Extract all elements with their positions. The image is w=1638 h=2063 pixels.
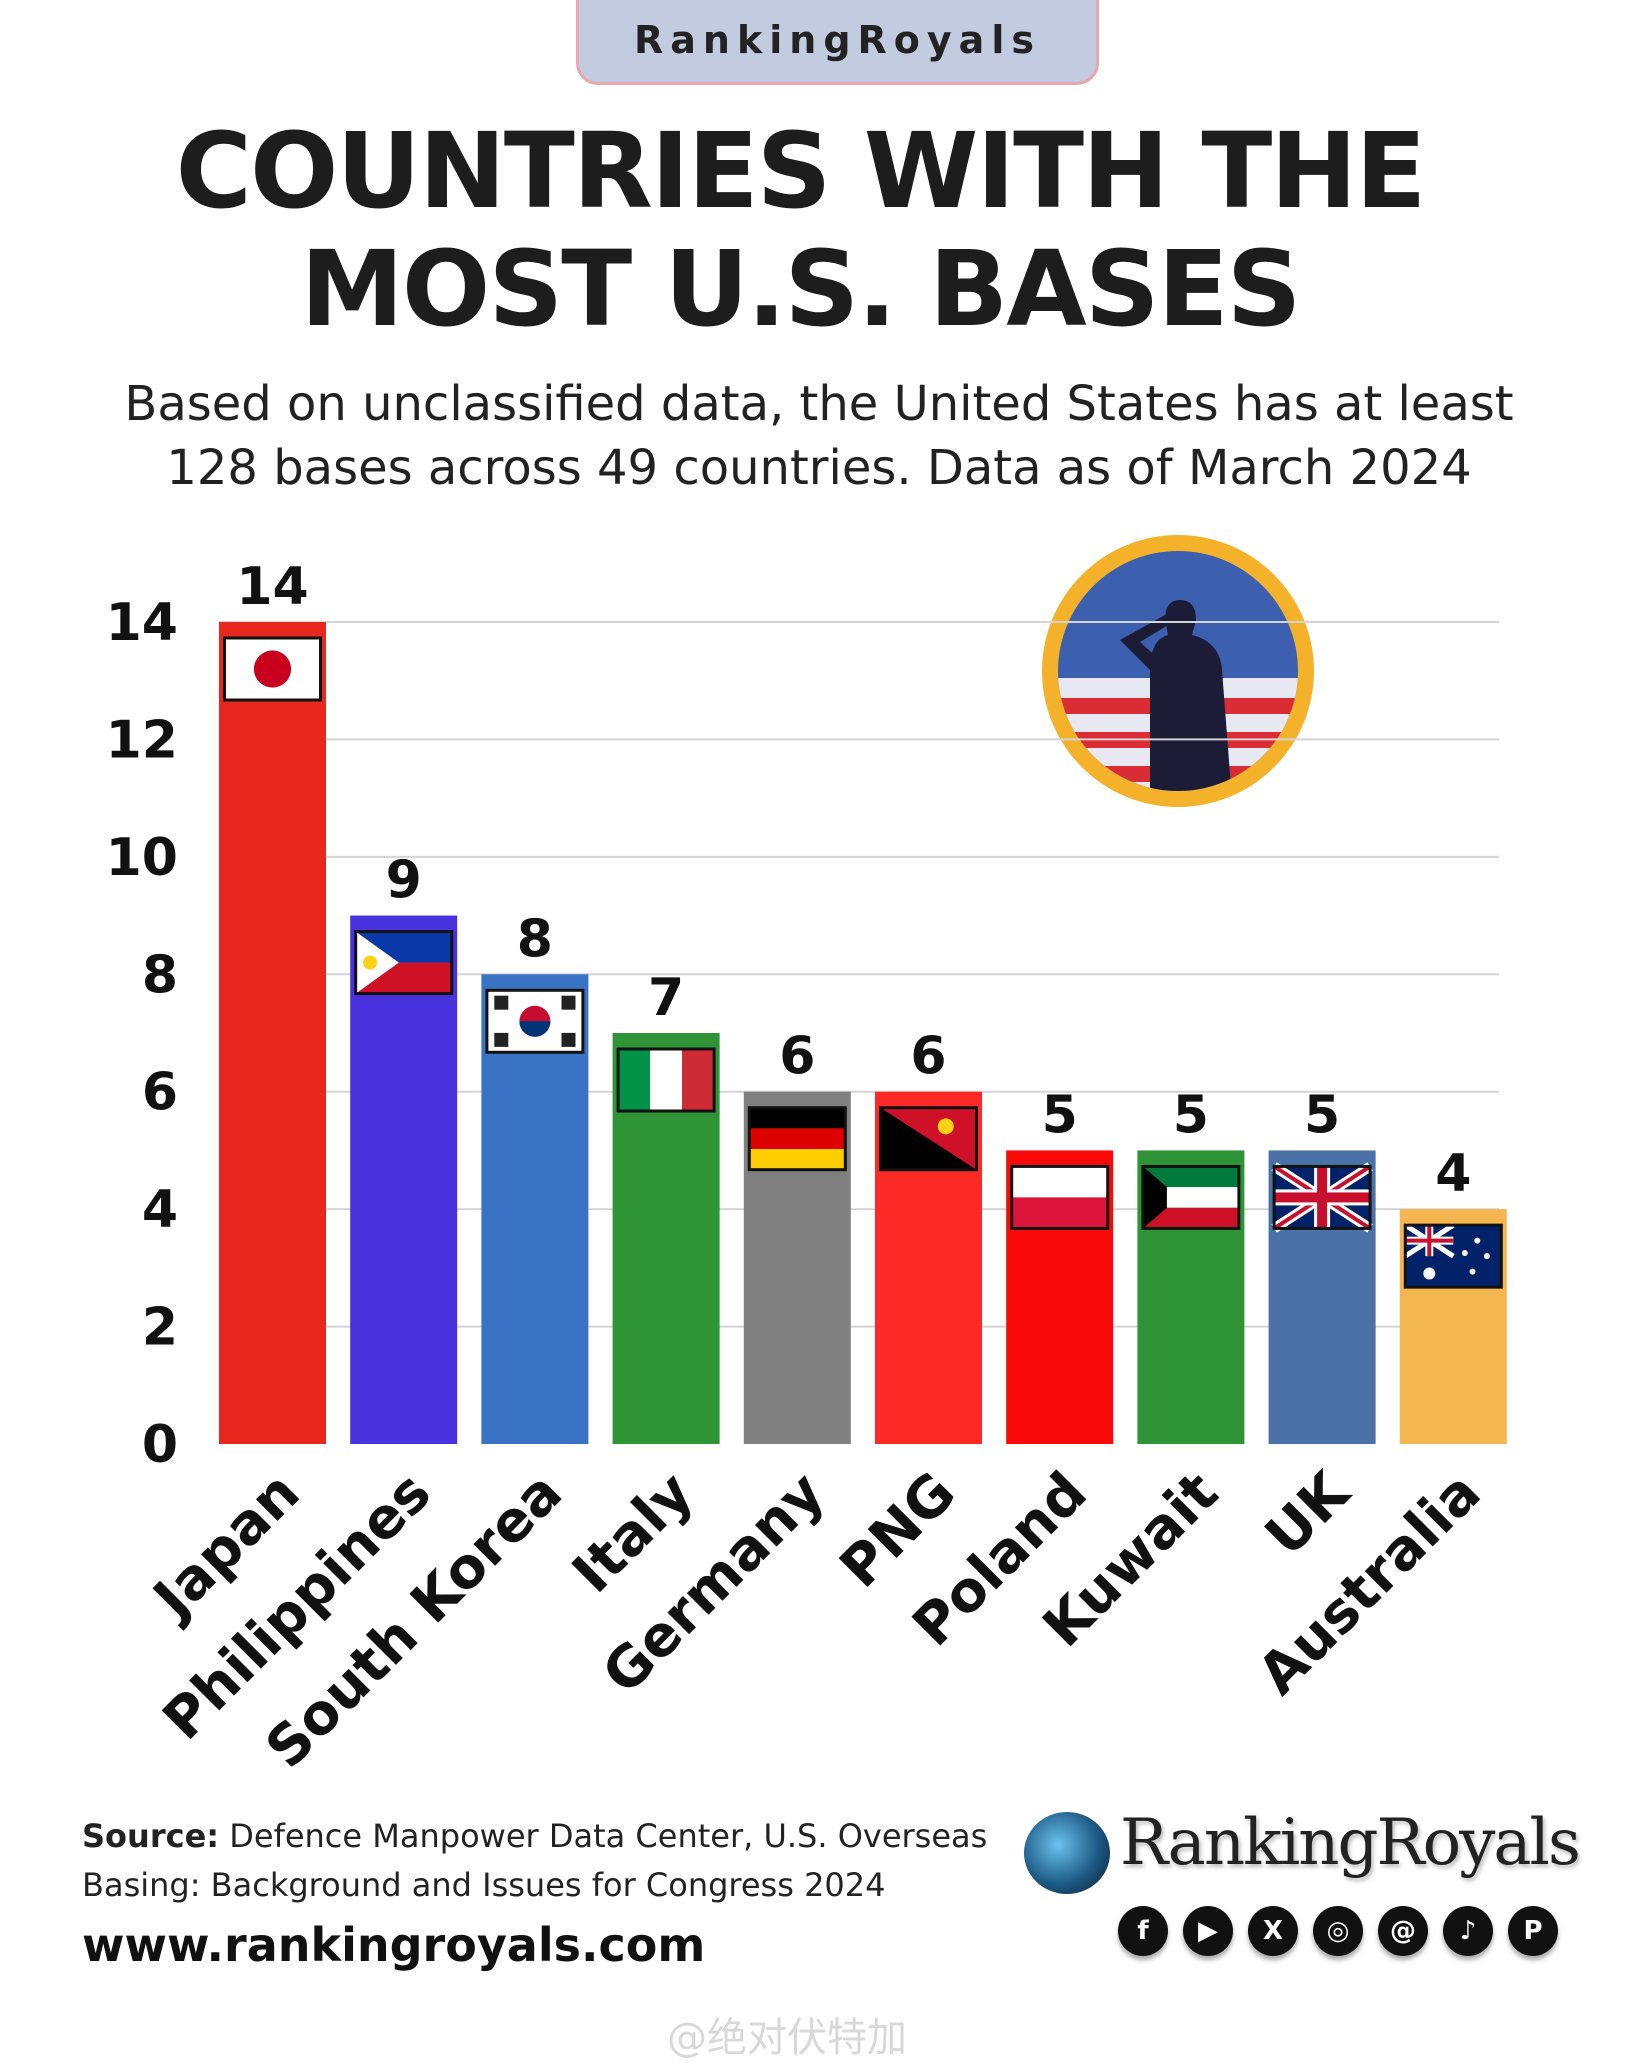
- title-line-2: MOST U.S. BASES: [300, 228, 1301, 350]
- united-kingdom-flag-icon: [1271, 1162, 1373, 1233]
- data-label: 5: [1042, 1085, 1078, 1145]
- x-tick-label: UK: [1253, 1458, 1364, 1569]
- website-link[interactable]: www.rankingroyals.com: [82, 1918, 706, 1972]
- data-label: 6: [779, 1027, 815, 1087]
- brand-name: RankingRoyals: [1120, 1806, 1581, 1880]
- subtitle-line-1: Based on unclassified data, the United S…: [124, 376, 1514, 432]
- source-text: Defence Manpower Data Center, U.S. Overs…: [82, 1817, 988, 1904]
- y-tick-label: 4: [142, 1180, 178, 1240]
- data-label: 6: [910, 1027, 946, 1087]
- bar-group: 5 UK: [1253, 1085, 1376, 1569]
- tiktok-icon[interactable]: ♪: [1443, 1906, 1493, 1956]
- data-label: 8: [517, 909, 553, 969]
- y-tick-label: 10: [106, 828, 178, 888]
- poland-flag-icon: [1010, 1164, 1110, 1230]
- data-label: 5: [1173, 1085, 1209, 1145]
- y-tick-label: 0: [142, 1415, 178, 1475]
- data-label: 5: [1304, 1085, 1340, 1145]
- data-label: 14: [236, 557, 308, 617]
- bar: [350, 915, 458, 1444]
- social-links: f ▶ X ◎ @ ♪ P: [1118, 1906, 1558, 1956]
- subtitle-line-2: 128 bases across 49 countries. Data as o…: [166, 440, 1472, 496]
- y-tick-label: 8: [142, 945, 178, 1005]
- title-line-1: COUNTRIES WITH THE: [175, 110, 1427, 232]
- bar: [219, 622, 326, 1444]
- instagram-icon[interactable]: ◎: [1313, 1906, 1363, 1956]
- facebook-icon[interactable]: f: [1118, 1906, 1168, 1956]
- saluting-soldier-emblem-icon: [1042, 535, 1314, 807]
- data-label: 7: [648, 968, 684, 1028]
- watermark: @绝对伏特加: [667, 2015, 907, 2061]
- data-label: 9: [386, 851, 422, 911]
- philippines-flag-icon: [354, 930, 454, 996]
- x-icon[interactable]: X: [1248, 1906, 1298, 1956]
- australia-flag-icon: [1403, 1223, 1503, 1289]
- threads-icon[interactable]: @: [1378, 1906, 1428, 1956]
- pinterest-icon[interactable]: P: [1508, 1906, 1558, 1956]
- source-note: Source: Defence Manpower Data Center, U.…: [82, 1812, 1012, 1910]
- subtitle: Based on unclassified data, the United S…: [0, 372, 1638, 500]
- y-tick-label: 6: [142, 1063, 178, 1123]
- japan-flag-icon: [223, 636, 322, 702]
- youtube-icon[interactable]: ▶: [1183, 1906, 1233, 1956]
- data-label: 4: [1435, 1144, 1471, 1204]
- page-title: COUNTRIES WITH THE MOST U.S. BASES: [0, 112, 1600, 348]
- y-tick-label: 2: [142, 1298, 178, 1358]
- germany-flag-icon: [747, 1106, 847, 1172]
- kuwait-flag-icon: [1141, 1164, 1241, 1230]
- papua-new-guinea-flag-icon: [879, 1106, 978, 1172]
- brand-logo-icon: [1024, 1812, 1110, 1894]
- south-korea-flag-icon: [485, 988, 585, 1054]
- source-label: Source:: [82, 1817, 220, 1855]
- y-tick-label: 14: [106, 593, 178, 653]
- italy-flag-icon: [616, 1047, 716, 1113]
- brand-badge: RankingRoyals: [576, 0, 1099, 85]
- y-tick-label: 12: [106, 710, 178, 770]
